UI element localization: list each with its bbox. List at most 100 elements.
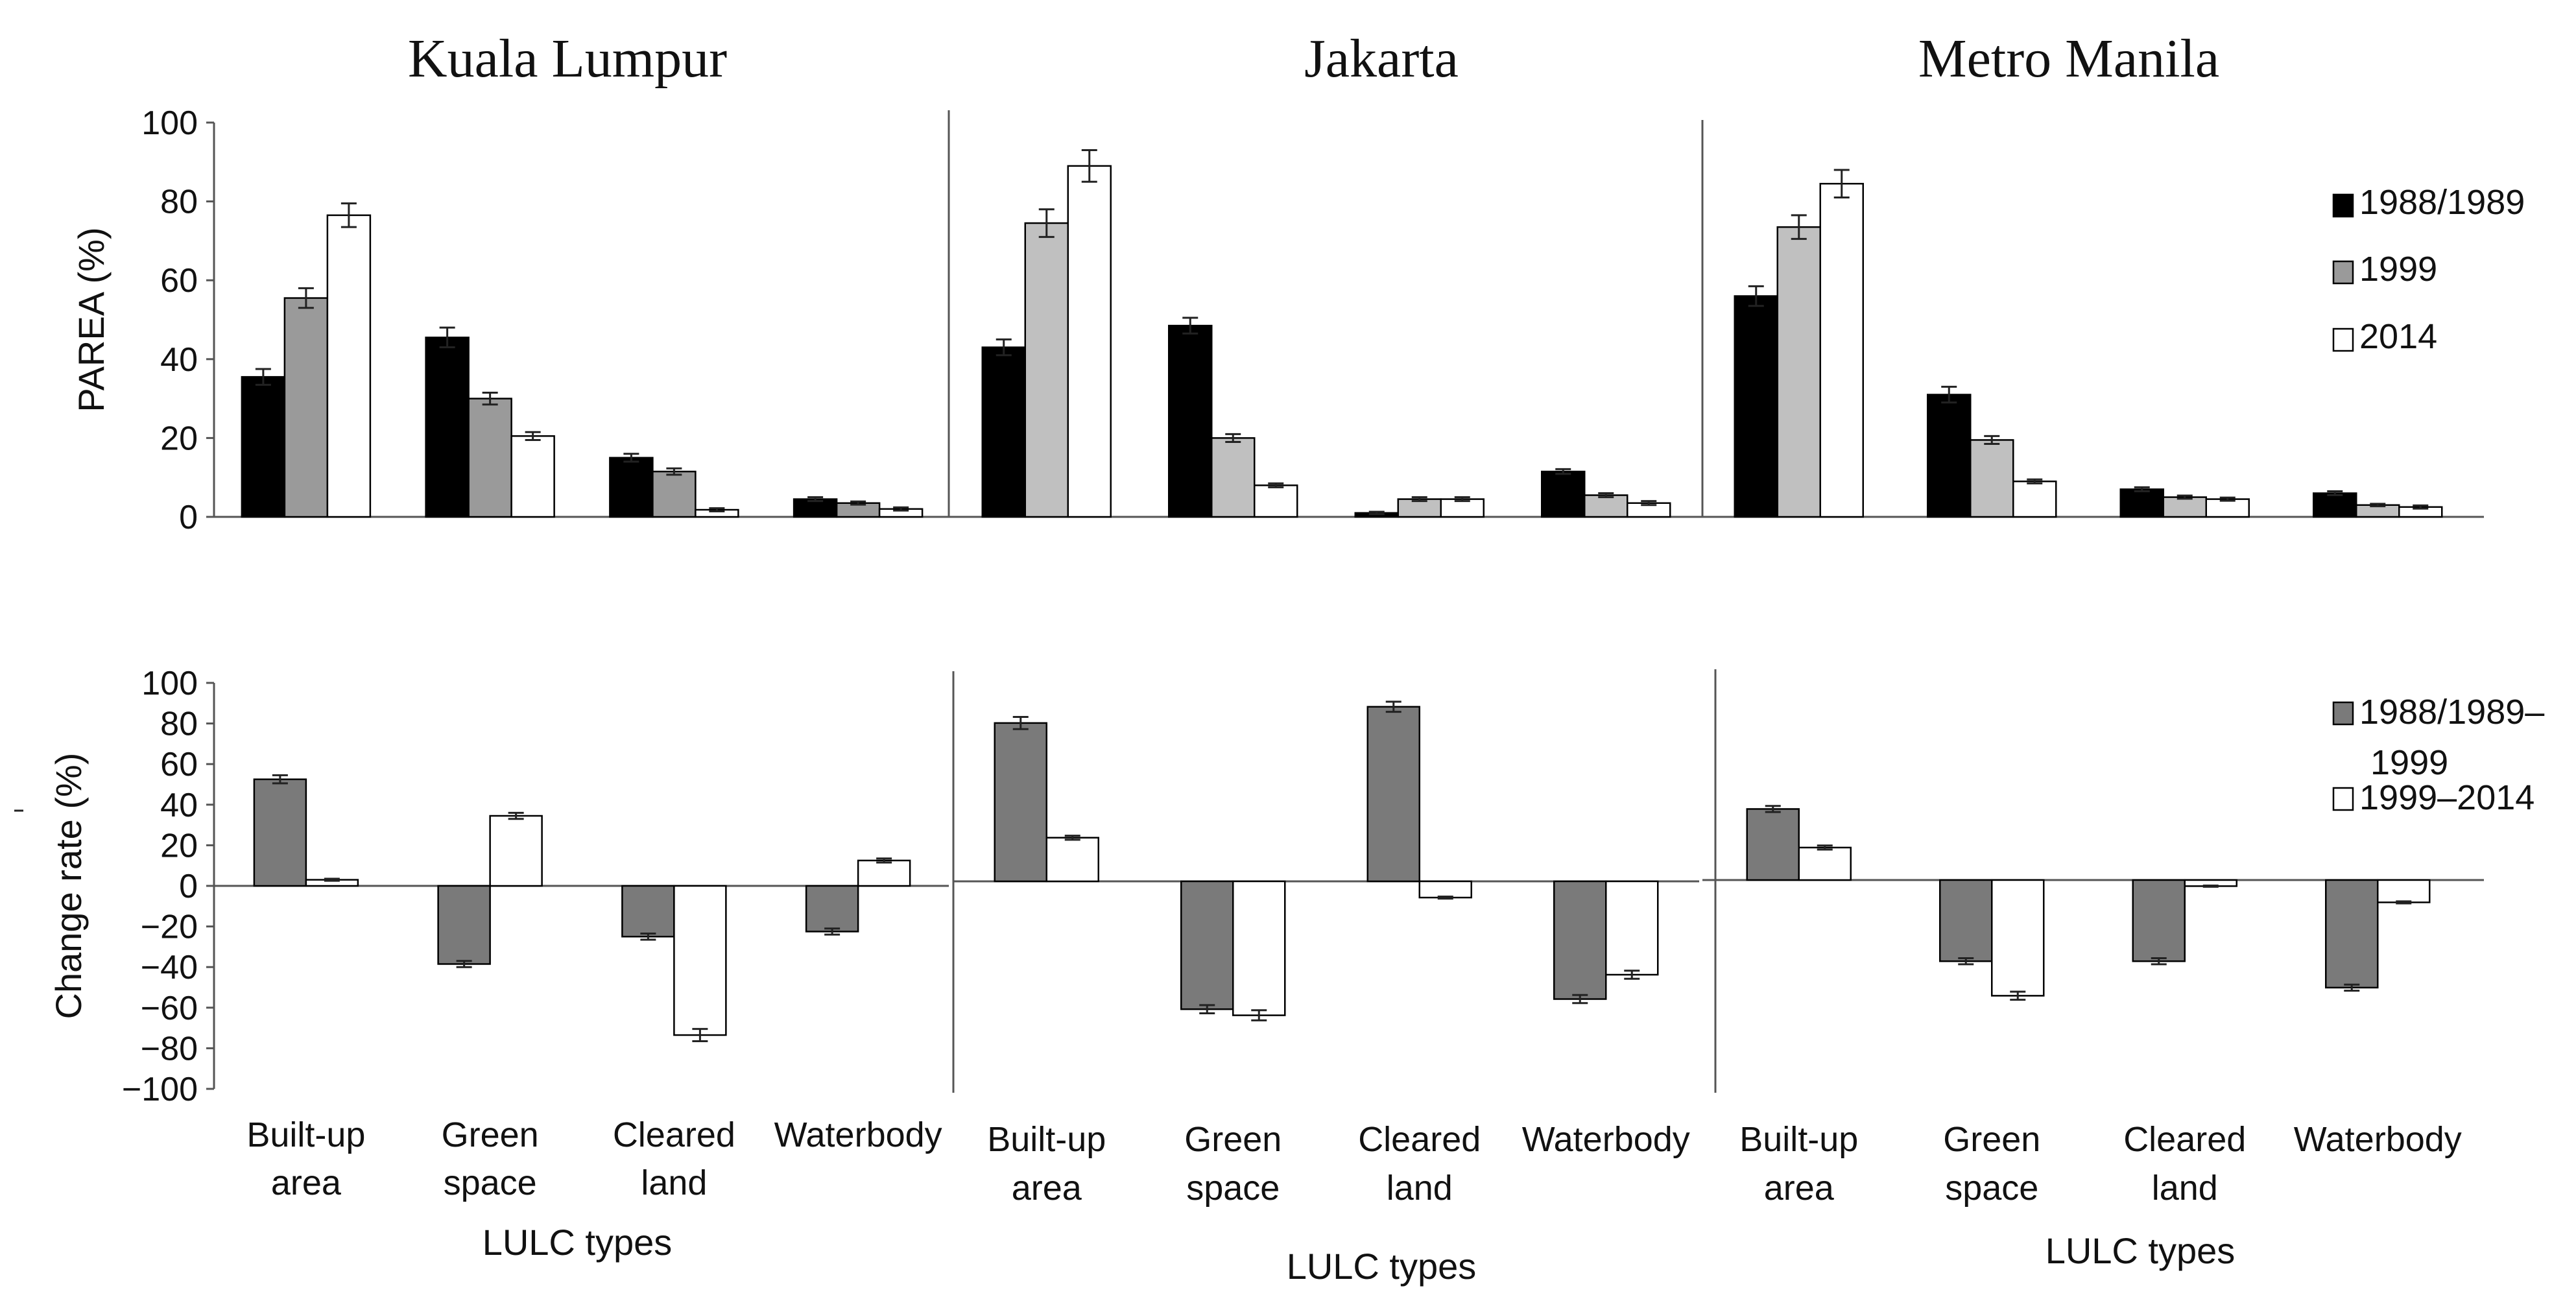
legend-label: 2014	[2359, 317, 2437, 356]
bar-change-rate	[673, 885, 727, 1036]
category-label: land	[1387, 1169, 1453, 1208]
bar-parea	[468, 398, 512, 518]
category-label: Waterbody	[2294, 1120, 2462, 1159]
top-y-tick-label: 0	[179, 499, 198, 536]
bottom-y-tick-label: 100	[141, 665, 198, 702]
bar-parea	[2012, 481, 2057, 518]
bar-parea	[1776, 226, 1821, 518]
bar-change-rate	[1366, 706, 1420, 883]
x-axis-labels: Built-up area Green space Cleared land Waterbo…	[246, 1115, 2461, 1287]
legend-swatch	[2332, 193, 2354, 218]
bar-change-rate	[1991, 879, 2045, 997]
category-label: land	[2152, 1169, 2218, 1208]
bottom-y-tick-label: −80	[141, 1030, 198, 1067]
bottom-y-tick-label: 40	[160, 787, 198, 824]
city-title-jakarta: Jakarta	[1304, 29, 1459, 89]
bar-change-rate	[1045, 837, 1099, 883]
category-label: Green	[1943, 1120, 2040, 1159]
category-label: Built-up	[1739, 1120, 1858, 1159]
bottom-y-axis-title: Change rate (%)	[48, 753, 89, 1019]
category-label: space	[1945, 1169, 2038, 1208]
legend-swatch	[2332, 260, 2354, 285]
bar-parea	[652, 470, 697, 518]
bottom-y-tick-label: −20	[141, 909, 198, 946]
bar-parea	[2205, 498, 2250, 518]
bar-parea	[1819, 182, 1864, 518]
bar-change-rate	[437, 885, 491, 965]
bar-change-rate	[1180, 880, 1234, 1010]
top-y-tick-label: 100	[141, 104, 198, 142]
bar-change-rate	[1605, 880, 1659, 976]
x-axis-title: LULC types	[1287, 1246, 1477, 1287]
legend-label: 1988/1989–	[2359, 693, 2544, 732]
bar-change-rate	[805, 885, 859, 933]
x-axis-title: LULC types	[483, 1222, 673, 1263]
bar-change-rate	[2325, 879, 2379, 989]
bar-change-rate	[253, 778, 307, 887]
bar-change-rate	[994, 722, 1047, 883]
bar-change-rate	[2377, 879, 2431, 903]
bar-change-rate	[1553, 880, 1607, 1000]
bar-parea	[1254, 484, 1298, 518]
bar-parea	[981, 346, 1026, 518]
bar-change-rate	[621, 885, 675, 938]
category-label: space	[444, 1163, 537, 1202]
bar-change-rate	[1418, 880, 1472, 899]
category-label: land	[641, 1163, 707, 1202]
bottom-y-tick-label: 60	[160, 746, 198, 783]
bar-change-rate	[857, 859, 911, 887]
category-label: Built-up	[987, 1120, 1106, 1159]
bar-change-rate	[2132, 879, 2186, 962]
category-label: Cleared	[1358, 1120, 1481, 1159]
bar-parea	[1734, 295, 1778, 518]
bottom-y-tick-label: −60	[141, 990, 198, 1027]
bar-parea	[1211, 437, 1256, 518]
category-label: Green	[442, 1115, 539, 1154]
bottom-y-tick-label: −100	[122, 1071, 198, 1108]
bar-change-rate	[1939, 879, 1993, 962]
top-y-axis-title: PAREA (%)	[71, 227, 112, 412]
bar-parea	[425, 337, 470, 518]
legend-label: 1999	[2359, 250, 2437, 289]
bar-parea	[609, 457, 654, 518]
category-label: Waterbody	[1522, 1120, 1690, 1159]
bar-change-rate	[1232, 880, 1286, 1016]
bar-parea	[1927, 394, 1972, 518]
bar-parea	[1970, 439, 2014, 518]
bar-parea	[2162, 496, 2207, 518]
legend-label: 1999	[2370, 743, 2448, 782]
top-y-tick-label: 40	[160, 341, 198, 379]
parea-panel: 0 20 40 60 80 100 PAREA (%)	[71, 104, 2484, 536]
bottom-y-tick-label: 0	[179, 868, 198, 905]
bar-parea	[1541, 470, 1586, 518]
category-label: area	[1764, 1169, 1835, 1208]
category-label: Cleared	[2123, 1120, 2246, 1159]
category-label: Built-up	[246, 1115, 365, 1154]
city-titles: Kuala Lumpur Jakarta Metro Manila	[408, 29, 2219, 89]
bar-parea	[241, 375, 286, 518]
legend-label: 1988/1989	[2359, 183, 2525, 222]
bar-parea	[1584, 494, 1628, 518]
category-label: Green	[1184, 1120, 1282, 1159]
category-label: Waterbody	[774, 1115, 942, 1154]
bar-parea	[510, 435, 555, 518]
bar-parea	[283, 297, 329, 518]
bar-parea	[326, 214, 372, 518]
legend-swatch	[2332, 787, 2354, 811]
bar-parea	[2119, 488, 2164, 518]
legend-label: 1999–2014	[2359, 778, 2534, 817]
bottom-y-tick-label: −40	[141, 949, 198, 986]
city-title-kuala-lumpur: Kuala Lumpur	[408, 29, 727, 89]
bottom-y-tick-label: 80	[160, 706, 198, 743]
top-y-tick-label: 60	[160, 262, 198, 300]
category-label: area	[271, 1163, 342, 1202]
bar-change-rate	[1746, 808, 1800, 881]
category-label: space	[1186, 1169, 1280, 1208]
x-axis-title: LULC types	[2045, 1230, 2236, 1271]
bar-change-rate	[489, 815, 543, 887]
legend-swatch	[2332, 701, 2354, 726]
top-y-tick-label: 20	[160, 420, 198, 457]
bar-parea	[2313, 492, 2357, 518]
